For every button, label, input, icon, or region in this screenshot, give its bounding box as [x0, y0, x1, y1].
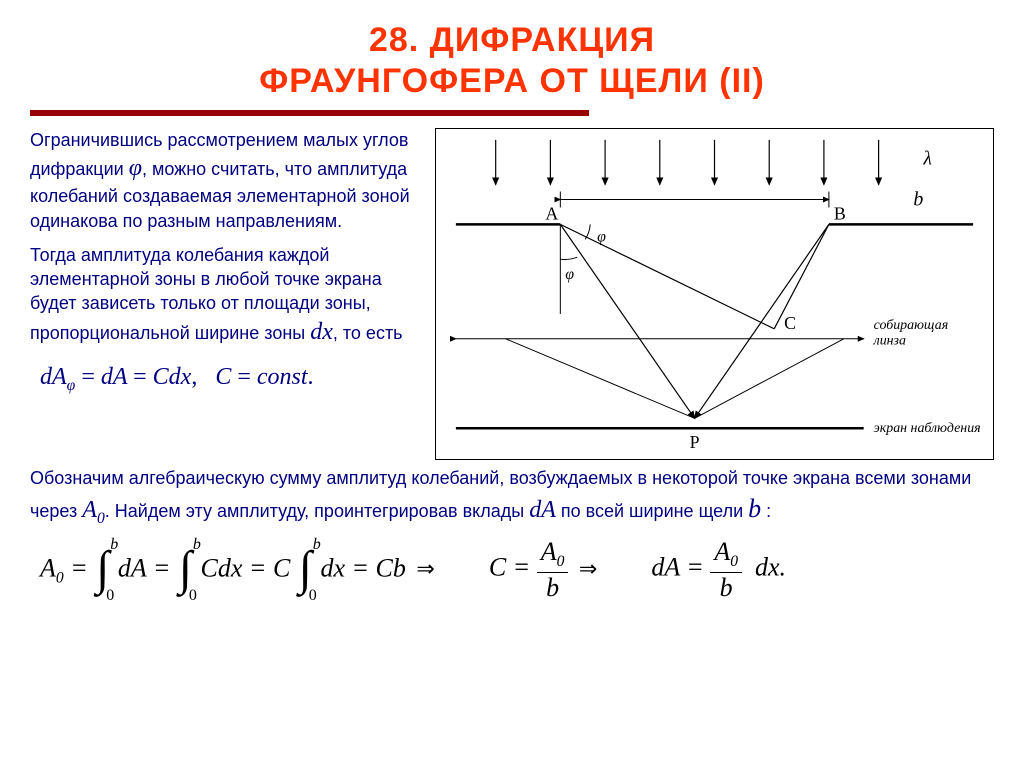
dx-symbol: dx	[310, 319, 333, 345]
title-rule	[30, 110, 589, 116]
left-column: Ограничившись рассмотрением малых углов …	[30, 128, 425, 460]
int-upper-3: b	[313, 536, 321, 554]
title-line-2: ФРАУНГОФЕРА ОТ ЩЕЛИ (II)	[259, 62, 765, 100]
int-lower-1: 0	[106, 587, 114, 605]
B-label: B	[834, 203, 846, 223]
dA-equation: dA = A0 b dx.	[651, 537, 786, 602]
p3-b: . Найдем эту амплитуду, проинтегрировав …	[105, 501, 529, 521]
lens-label-1: собирающая	[874, 317, 949, 332]
p3-c: по всей ширине щели	[561, 501, 748, 521]
eqC-A: A	[541, 537, 557, 566]
A-label: A	[545, 203, 558, 223]
phi-label-1: φ	[597, 228, 606, 245]
equation-row: A0 = b∫0 dA = b∫0 Cdx = C b∫0 dx = Cb ⇒ …	[30, 537, 994, 602]
equation-1: dAφ = dA = Cdx, C = const.	[40, 358, 425, 396]
p3-d: :	[766, 501, 771, 521]
C-label: C	[784, 312, 796, 332]
int-dA: dA	[118, 553, 146, 582]
b-var: b	[748, 494, 761, 523]
C-equation: C = A0 b ⇒	[489, 537, 602, 602]
b-label: b	[913, 188, 923, 210]
dA-symbol: dA	[529, 497, 556, 523]
paragraph-3: Обозначим алгебраическую сумму амплитуд …	[30, 466, 994, 530]
screen-label: экран наблюдения	[874, 421, 981, 436]
diagram-svg: λ b A B φ φ C собирающая линза	[436, 129, 993, 459]
eqC-b: b	[537, 573, 569, 603]
int-lower-2: 0	[189, 587, 197, 605]
int-upper-1: b	[110, 536, 118, 554]
int-C: C	[273, 553, 290, 582]
slide-title: 28. ДИФРАКЦИЯ ФРАУНГОФЕРА ОТ ЩЕЛИ (II)	[30, 20, 994, 102]
int-dx: dx	[320, 553, 345, 582]
eqdA-A: A	[714, 537, 730, 566]
eqdA-b: b	[710, 573, 742, 603]
phi-symbol: φ	[129, 155, 142, 181]
integral-equation: A0 = b∫0 dA = b∫0 Cdx = C b∫0 dx = Cb ⇒	[40, 550, 439, 591]
p2-b: , то есть	[333, 323, 403, 343]
int-Cdx: Cdx	[201, 553, 243, 582]
eqC-sub: 0	[557, 554, 565, 571]
paragraph-2: Тогда амплитуда колебания каждой элемент…	[30, 243, 425, 348]
eqdA-dx: dx.	[755, 553, 786, 582]
eqdA-dA: dA	[651, 553, 679, 582]
diffraction-diagram: λ b A B φ φ C собирающая линза	[435, 128, 994, 460]
phi-label-2: φ	[565, 266, 574, 283]
eqC-C: C	[489, 553, 506, 582]
int-upper-2: b	[193, 536, 201, 554]
P-label: P	[690, 432, 700, 452]
int-lower-3: 0	[309, 587, 317, 605]
top-row: Ограничившись рассмотрением малых углов …	[30, 128, 994, 460]
title-line-1: 28. ДИФРАКЦИЯ	[369, 21, 655, 59]
int-Cb: Cb	[376, 553, 406, 582]
paragraph-1: Ограничившись рассмотрением малых углов …	[30, 128, 425, 233]
A0-symbol: A0	[82, 497, 104, 523]
lambda-label: λ	[922, 147, 932, 169]
lens-label-2: линза	[873, 333, 906, 348]
eqdA-sub: 0	[730, 554, 738, 571]
